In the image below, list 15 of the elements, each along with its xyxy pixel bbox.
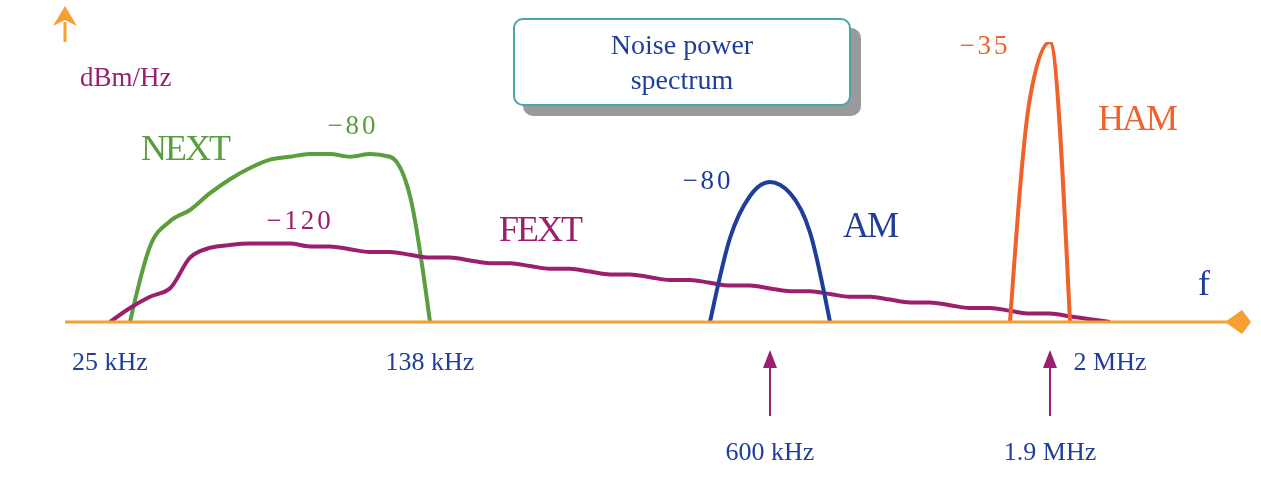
series-label: NEXT bbox=[141, 127, 229, 169]
series-label: AM bbox=[842, 204, 898, 246]
x-tick-label: 25 kHz bbox=[72, 347, 148, 376]
annotation: −80 bbox=[682, 164, 734, 196]
series-label: FEXT bbox=[499, 207, 581, 250]
x-tick-label: 2 MHz bbox=[1073, 347, 1147, 376]
y-axis-title: dBm/Hz bbox=[80, 62, 172, 93]
x-tick-label: 1.9 MHz bbox=[1003, 437, 1097, 466]
x-tick-label: 138 kHz bbox=[385, 347, 475, 376]
series-label: HAM bbox=[1097, 97, 1177, 139]
x-tick-label: 600 kHz bbox=[725, 437, 815, 466]
annotation: −35 bbox=[959, 29, 1011, 61]
x-axis-title: f bbox=[1198, 262, 1210, 304]
annotation: −80 bbox=[327, 109, 379, 141]
annotation: −120 bbox=[266, 204, 334, 236]
